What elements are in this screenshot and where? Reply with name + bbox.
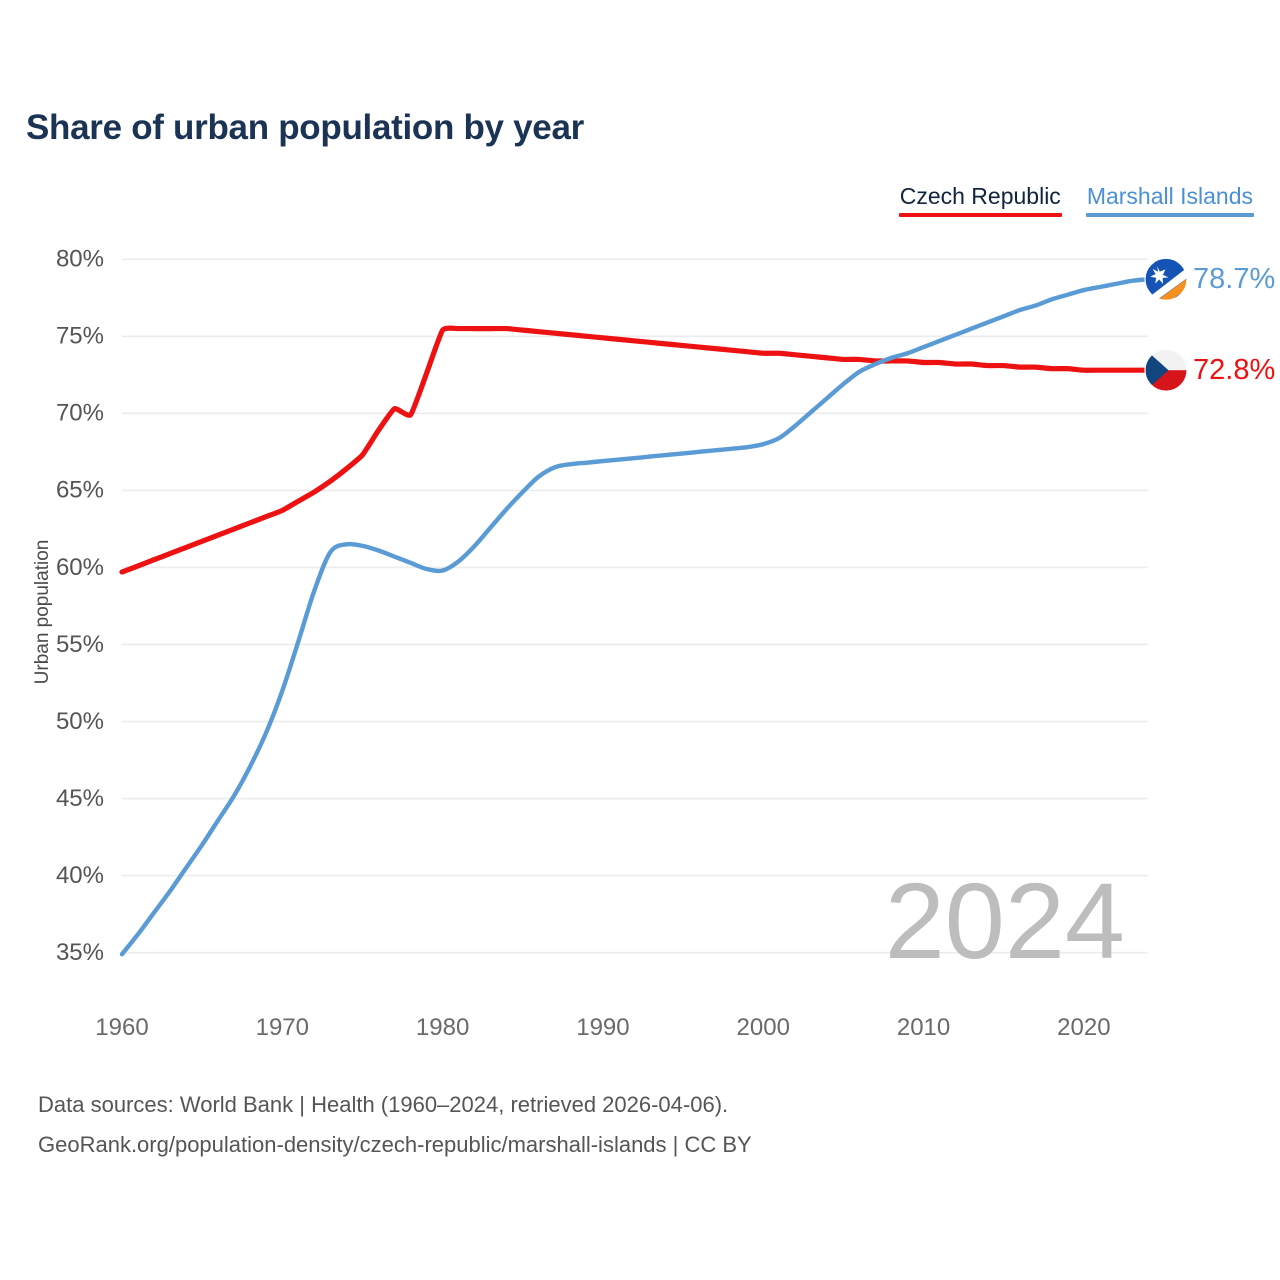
y-tick-label: 50% [56,708,104,735]
y-tick-label: 60% [56,554,104,581]
x-axis-tick-labels: 1960 1970 1980 1990 2000 2010 2020 [95,1014,1110,1041]
x-tick-label: 2000 [737,1014,790,1041]
chart-footer: Data sources: World Bank | Health (1960–… [38,1085,752,1165]
end-value-label-czech-republic: 72.8% [1193,354,1275,386]
x-tick-label: 1960 [95,1014,148,1041]
x-tick-label: 2010 [897,1014,950,1041]
legend-swatch-marshall-islands [1085,213,1254,217]
legend-label-czech-republic: Czech Republic [899,183,1061,209]
x-tick-label: 1970 [256,1014,309,1041]
y-axis-title: Urban population [32,540,53,685]
chart-series [119,277,1151,957]
marshall-islands-flag-icon [1144,257,1188,301]
chart-end-markers: 72.8% 78.7% [1138,257,1275,392]
footer-data-sources: Data sources: World Bank | Health (1960–… [38,1092,729,1117]
series-line-marshall-islands [119,277,1151,957]
x-tick-label: 1980 [416,1014,469,1041]
x-tick-label: 2020 [1057,1014,1110,1041]
y-tick-label: 65% [56,477,104,504]
year-watermark: 2024 [885,860,1125,981]
legend-item-marshall-islands[interactable]: Marshall Islands [1085,183,1254,217]
y-tick-label: 70% [56,400,104,427]
y-tick-label: 75% [56,323,104,350]
legend-swatch-czech-republic [898,213,1062,217]
y-tick-label: 55% [56,631,104,658]
series-line-czech-republic [119,325,1151,575]
y-tick-label: 40% [56,862,104,889]
chart-legend: Czech Republic Marshall Islands [898,183,1254,217]
footer-attribution: GeoRank.org/population-density/czech-rep… [38,1132,752,1157]
y-tick-label: 80% [56,246,104,273]
x-tick-label: 1990 [576,1014,629,1041]
y-axis-tick-labels: 35% 40% 45% 50% 55% 60% 65% 70% 75% 80% [56,246,104,966]
page-title: Share of urban population by year [26,108,584,147]
y-tick-label: 35% [56,939,104,966]
czech-republic-flag-icon [1144,348,1188,392]
legend-label-marshall-islands: Marshall Islands [1086,183,1253,209]
y-tick-label: 45% [56,785,104,812]
chart-gridlines [122,258,1148,954]
end-value-label-marshall-islands: 78.7% [1193,263,1275,295]
legend-item-czech-republic[interactable]: Czech Republic [898,183,1062,217]
